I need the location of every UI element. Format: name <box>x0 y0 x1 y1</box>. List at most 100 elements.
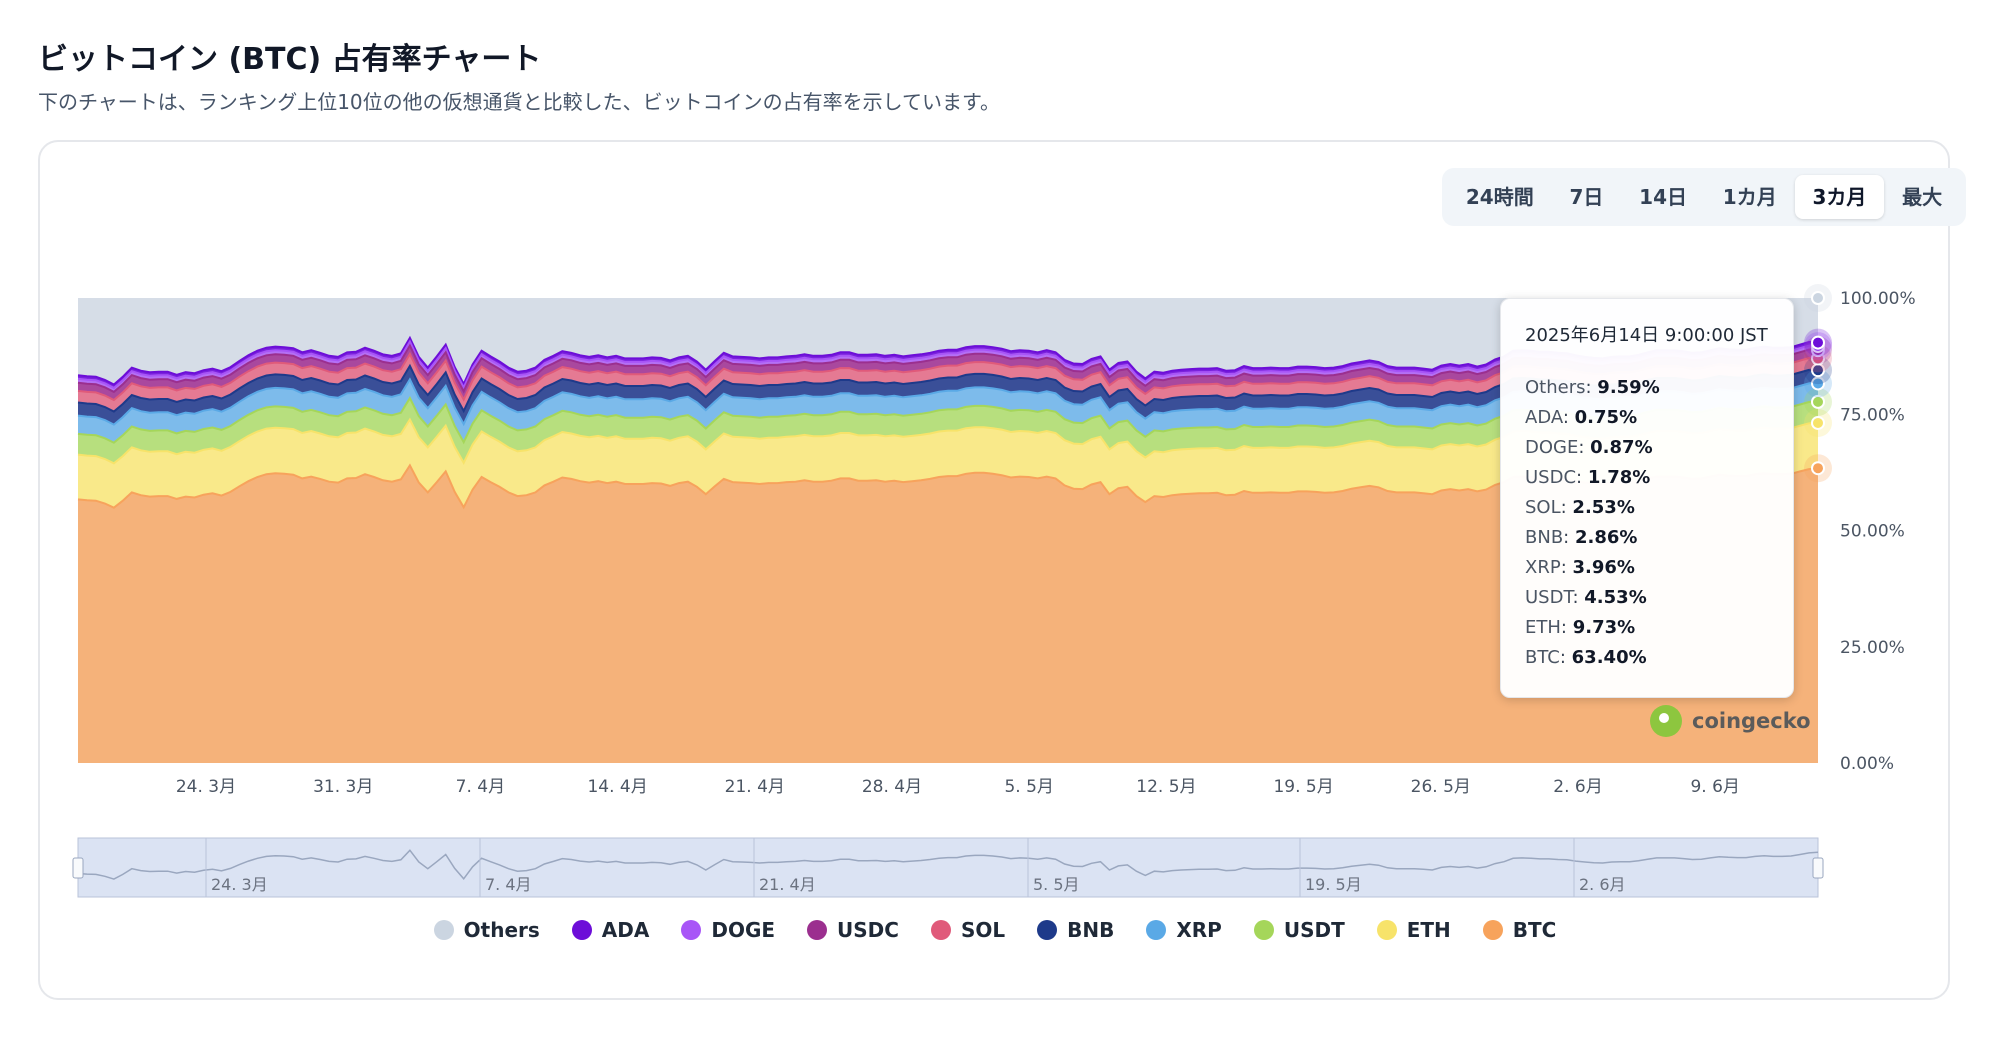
navigator-tick-label: 19. 5月 <box>1305 875 1362 894</box>
legend-label: ETH <box>1406 918 1451 942</box>
legend-item-eth[interactable]: ETH <box>1376 918 1451 942</box>
y-tick-label: 100.00% <box>1840 289 1916 309</box>
legend-item-ada[interactable]: ADA <box>571 918 650 942</box>
x-tick-label: 31. 3月 <box>313 777 373 797</box>
area-btc <box>78 465 1818 763</box>
tooltip-value: 3.96% <box>1572 557 1635 578</box>
tooltip-value: 2.86% <box>1574 527 1638 548</box>
tooltip-label: BTC <box>1525 647 1560 668</box>
tab-14d[interactable]: 14日 <box>1639 185 1688 209</box>
tooltip-value: 0.87% <box>1590 437 1653 458</box>
legend-item-usdt[interactable]: USDT <box>1253 918 1345 942</box>
tooltip-row-usdt: USDT: 4.53% <box>1525 587 1647 608</box>
tooltip-label: USDC <box>1525 467 1577 488</box>
x-tick-label: 7. 4月 <box>456 777 505 797</box>
tooltip-value: 1.78% <box>1587 467 1651 488</box>
navigator-tick-label: 2. 6月 <box>1579 875 1626 894</box>
tooltip-value: 2.53% <box>1572 497 1635 518</box>
x-tick-label: 19. 5月 <box>1273 777 1333 797</box>
navigator-tick-label: 7. 4月 <box>485 875 532 894</box>
tab-3m[interactable]: 3カ月 <box>1794 175 1885 219</box>
tooltip-label: ADA <box>1525 407 1563 428</box>
tooltip-row-sol: SOL: 2.53% <box>1525 497 1635 518</box>
tooltip-label: DOGE <box>1525 437 1579 458</box>
legend-swatch <box>1376 920 1397 940</box>
legend-label: XRP <box>1176 918 1222 942</box>
x-tick-label: 9. 6月 <box>1690 777 1739 797</box>
x-tick-label: 24. 3月 <box>176 777 236 797</box>
x-tick-label: 12. 5月 <box>1136 777 1196 797</box>
x-tick-label: 2. 6月 <box>1553 777 1602 797</box>
legend-item-btc[interactable]: BTC <box>1482 918 1557 942</box>
legend-label: USDT <box>1283 918 1345 942</box>
legend-swatch <box>1037 920 1058 940</box>
y-tick-label: 0.00% <box>1840 754 1894 774</box>
y-tick-label: 25.00% <box>1840 638 1905 658</box>
tooltip-date: 2025年6月14日 9:00:00 JST <box>1525 325 1768 346</box>
x-tick-label: 28. 4月 <box>862 777 922 797</box>
legend-item-bnb[interactable]: BNB <box>1037 918 1114 942</box>
legend-item-doge[interactable]: DOGE <box>681 918 775 942</box>
legend-item-xrp[interactable]: XRP <box>1146 918 1222 942</box>
tooltip-label: Others <box>1525 377 1586 398</box>
tooltip-row-doge: DOGE: 0.87% <box>1525 437 1653 458</box>
legend-label: ADA <box>601 918 650 942</box>
hover-marker-others <box>1811 291 1825 305</box>
legend-swatch <box>1146 920 1167 940</box>
tooltip-row-xrp: XRP: 3.96% <box>1525 557 1635 578</box>
navigator-handle-right <box>1812 857 1824 879</box>
legend-item-others[interactable]: Others <box>433 918 540 942</box>
page-subtitle: 下のチャートは、ランキング上位10位の他の仮想通貨と比較した、ビットコインの占有… <box>38 90 1001 114</box>
legend-label: BTC <box>1512 918 1557 942</box>
tooltip-value: 0.75% <box>1574 407 1638 428</box>
tooltip-row-others: Others: 9.59% <box>1525 377 1660 398</box>
hover-marker-btc <box>1811 461 1825 476</box>
navigator-handle-left <box>72 857 84 879</box>
tooltip-label: ETH <box>1525 617 1561 638</box>
hover-marker-usdt <box>1811 394 1825 409</box>
tooltip-row-bnb: BNB: 2.86% <box>1525 527 1638 548</box>
brand-name: coingecko <box>1692 709 1811 733</box>
navigator-line <box>77 849 1819 880</box>
tab-24h[interactable]: 24時間 <box>1465 185 1534 209</box>
legend-swatch <box>1482 920 1503 940</box>
tooltip-value: 63.40% <box>1571 647 1647 668</box>
hover-marker-ada <box>1811 335 1825 350</box>
y-tick-label: 75.00% <box>1840 405 1905 425</box>
tooltip-row-eth: ETH: 9.73% <box>1525 617 1636 638</box>
hover-marker-eth <box>1811 415 1825 430</box>
tooltip-value: 9.59% <box>1597 377 1660 398</box>
coingecko-watermark: coingecko <box>1650 705 1811 737</box>
tooltip-value: 4.53% <box>1584 587 1647 608</box>
x-tick-label: 21. 4月 <box>725 777 785 797</box>
tooltip-label: BNB <box>1525 527 1564 548</box>
tooltip-label: XRP <box>1525 557 1561 578</box>
tooltip-row-btc: BTC: 63.40% <box>1525 647 1647 668</box>
navigator-tick-label: 24. 3月 <box>211 875 268 894</box>
navigator-tick-label: 21. 4月 <box>759 875 816 894</box>
legend-swatch <box>681 920 702 940</box>
legend-swatch <box>930 920 951 940</box>
legend-swatch <box>571 920 592 940</box>
legend-item-sol[interactable]: SOL <box>930 918 1005 942</box>
x-tick-label: 5. 5月 <box>1004 777 1053 797</box>
tooltip-label: SOL <box>1525 497 1561 518</box>
tooltip-label: USDT <box>1525 587 1573 608</box>
navigator-range <box>77 837 1819 898</box>
tab-1m[interactable]: 1カ月 <box>1722 185 1777 209</box>
tab-max[interactable]: 最大 <box>1902 185 1943 209</box>
chart-tooltip: 2025年6月14日 9:00:00 JST Others: 9.59% ADA… <box>1500 298 1794 698</box>
tooltip-row-usdc: USDC: 1.78% <box>1525 467 1651 488</box>
y-tick-label: 50.00% <box>1840 522 1905 542</box>
tooltip-value: 9.73% <box>1572 617 1636 638</box>
hover-marker-xrp <box>1811 376 1825 391</box>
tooltip-row-ada: ADA: 0.75% <box>1525 407 1638 428</box>
navigator-tick-label: 5. 5月 <box>1033 875 1080 894</box>
legend-item-usdc[interactable]: USDC <box>807 918 899 942</box>
legend-swatch <box>1253 920 1274 940</box>
coingecko-logo-icon <box>1650 705 1682 737</box>
legend-swatch <box>433 920 454 940</box>
tab-7d[interactable]: 7日 <box>1569 185 1604 209</box>
legend-label: Others <box>463 918 540 942</box>
